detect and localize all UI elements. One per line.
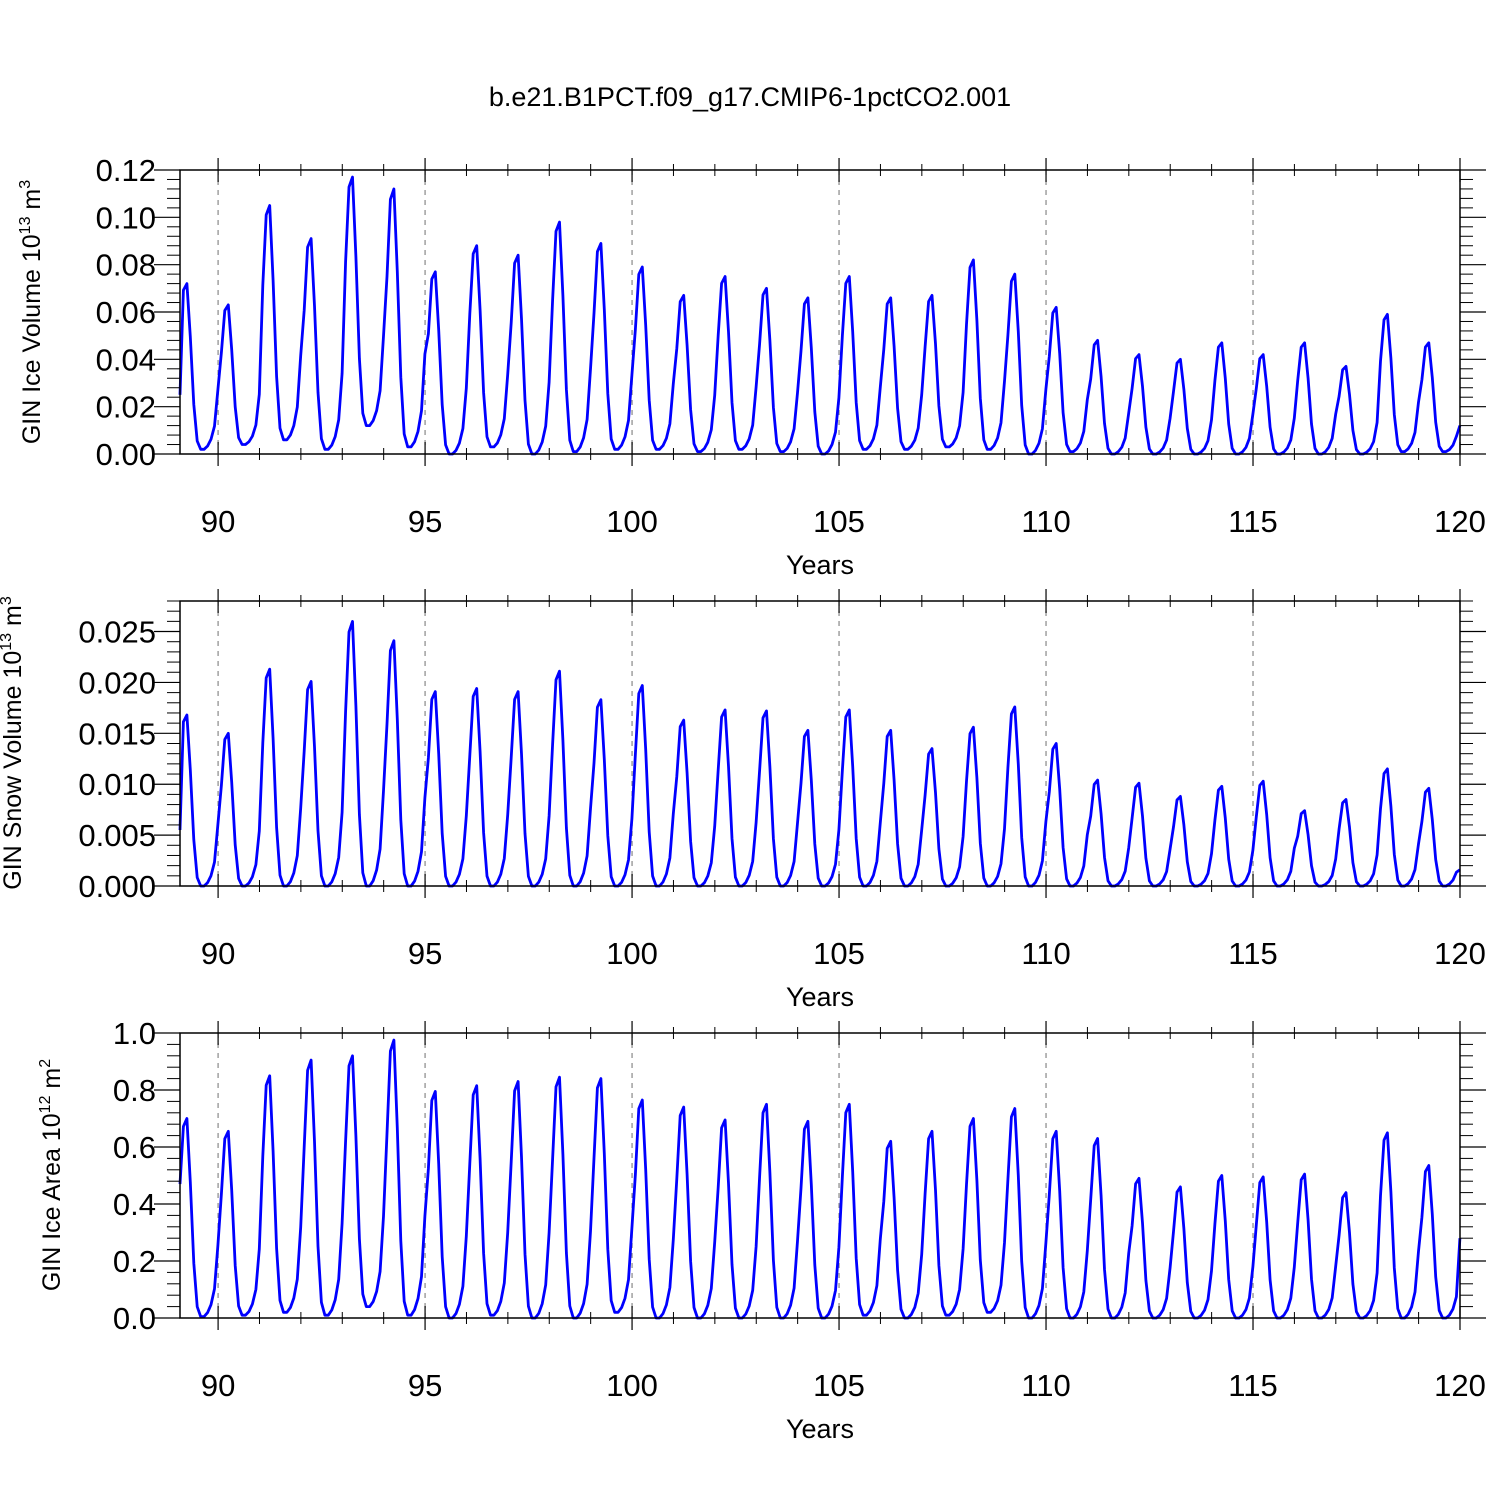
x-tick-label: 100: [606, 936, 658, 971]
x-tick-label: 115: [1228, 936, 1277, 971]
panels: 90 95 100 105 110 115 1200.000.020.040.060.080…: [0, 153, 1486, 1444]
x-tick-label: 105: [813, 936, 865, 971]
panel-1: 90 95 100 105 110 115 120 0.00 0.02 0.04 0.06 0.08 0…: [17, 153, 1486, 580]
y-tick-label: 0.06: [96, 295, 156, 330]
x-tick-label: 90: [201, 504, 235, 539]
x-tick-label: 90: [201, 1368, 235, 1403]
x-tick-label: 105: [813, 504, 865, 539]
x-tick-label: 95: [408, 504, 442, 539]
y-tick-label: 1.0: [113, 1016, 156, 1051]
y-axis-label: GIN Ice Volume 1013 m3: [17, 180, 46, 444]
y-tick-label: 0.00: [96, 437, 156, 472]
y-tick-label: 0.020: [78, 665, 156, 700]
y-tick-label: 0.000: [78, 869, 156, 904]
x-tick-label: 120: [1434, 936, 1486, 971]
y-axis-label-unit: m: [0, 605, 27, 633]
x-tick-label: 110: [1021, 1368, 1070, 1403]
data-series-line: [178, 1038, 1462, 1320]
panel-2: 90 95 100 105 110 115 120 0.000 0.005 0.010 0.015 0…: [0, 589, 1486, 1012]
y-axis-label-exponent: 13: [0, 633, 15, 651]
y-tick-label: 0.8: [113, 1073, 156, 1108]
x-tick-label: 110: [1021, 936, 1070, 971]
y-axis-label-unit-exponent: 3: [17, 180, 34, 189]
y-axis-label-exponent: 13: [17, 216, 34, 234]
plot-frame: [179, 1032, 1461, 1319]
y-axis-label-unit-exponent: 2: [37, 1059, 54, 1068]
y-axis-label-text: GIN Snow Volume 10: [0, 651, 27, 890]
figure-title: b.e21.B1PCT.f09_g17.CMIP6-1pctCO2.001: [489, 82, 1011, 112]
y-tick-label: 0.02: [96, 390, 156, 425]
y-axis-label-unit: m: [18, 189, 46, 217]
data-series-line: [178, 620, 1461, 888]
x-axis-label: Years: [786, 1414, 854, 1444]
x-tick-label: 115: [1228, 1368, 1277, 1403]
x-tick-label: 95: [408, 1368, 442, 1403]
y-axis-label-text: GIN Ice Volume 10: [18, 234, 46, 444]
y-tick-label: 0.010: [78, 767, 156, 802]
y-tick-label: 0.0: [113, 1301, 156, 1336]
x-tick-label: 100: [606, 1368, 658, 1403]
x-tick-label: 120: [1434, 1368, 1486, 1403]
y-tick-label: 0.04: [96, 342, 156, 377]
panel-3: 90 95 100 105 110 115 120 0.0 0.2 0.4 0.6 0.8 1.0 Yea…: [37, 1016, 1486, 1444]
y-axis-label: GIN Snow Volume 1013 m3: [0, 596, 27, 890]
y-tick-label: 0.2: [113, 1244, 156, 1279]
x-tick-label: 120: [1434, 504, 1486, 539]
y-tick-label: 0.10: [96, 200, 156, 235]
y-tick-label: 0.005: [78, 818, 156, 853]
y-axis-label-unit: m: [38, 1068, 66, 1096]
y-tick-label: 0.025: [78, 615, 156, 650]
data-series-line: [178, 175, 1462, 456]
x-tick-label: 90: [201, 936, 235, 971]
y-tick-label: 0.08: [96, 248, 156, 283]
y-tick-label: 0.4: [113, 1187, 156, 1222]
y-axis-label-exponent: 12: [37, 1095, 54, 1113]
y-tick-label: 0.6: [113, 1130, 156, 1165]
y-axis-label: GIN Ice Area 1012 m2: [37, 1059, 66, 1291]
x-axis-label: Years: [786, 982, 854, 1012]
y-axis-label-text: GIN Ice Area 10: [38, 1113, 66, 1291]
x-axis-label: Years: [786, 550, 854, 580]
x-tick-label: 95: [408, 936, 442, 971]
y-axis-label-unit-exponent: 3: [0, 596, 15, 605]
y-tick-label: 0.12: [96, 153, 156, 188]
y-tick-label: 0.015: [78, 716, 156, 751]
x-tick-label: 105: [813, 1368, 865, 1403]
x-tick-label: 115: [1228, 504, 1277, 539]
x-tick-label: 100: [606, 504, 658, 539]
x-tick-label: 110: [1021, 504, 1070, 539]
